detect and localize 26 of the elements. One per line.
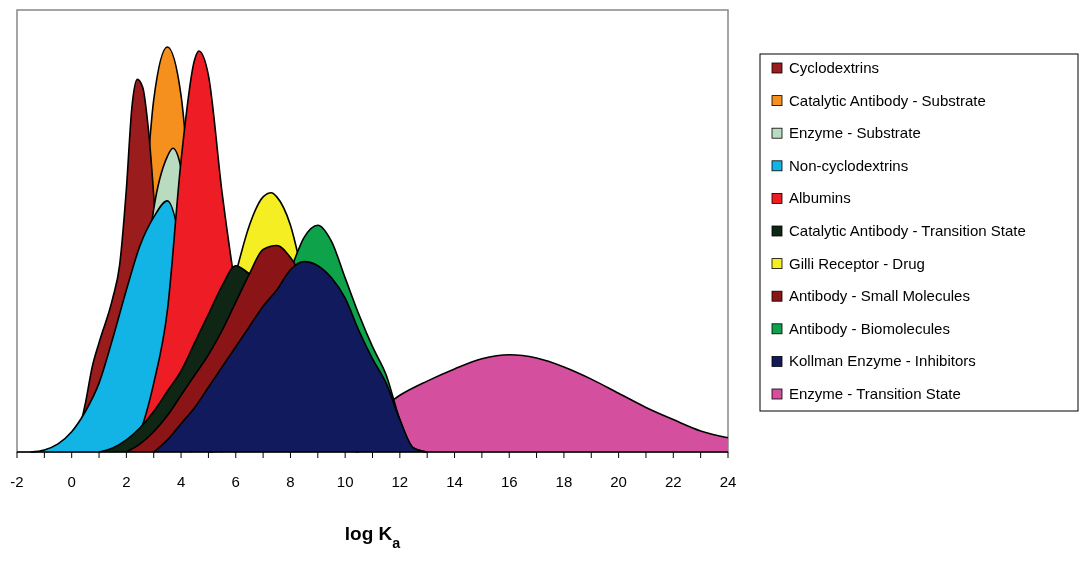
x-tick-label: 20 (610, 473, 627, 490)
x-tick-label: 16 (500, 473, 518, 490)
x-tick-label: 18 (555, 473, 573, 490)
legend-label: Gilli Receptor - Drug (789, 254, 925, 272)
legend-label: Cyclodextrins (789, 59, 880, 76)
legend-label: Antibody - Biomolecules (789, 319, 950, 337)
x-tick-label: 24 (719, 473, 737, 490)
x-tick-label: -2 (10, 473, 24, 490)
x-tick-label: 6 (231, 473, 240, 490)
x-tick-label: 10 (336, 473, 354, 490)
legend-label: Kollman Enzyme - Inhibitors (789, 352, 976, 370)
legend-label: Catalytic Antibody - Transition State (789, 222, 1026, 239)
x-tick-label: 2 (122, 473, 131, 490)
legend-label: Catalytic Antibody - Substrate (789, 91, 986, 109)
x-tick-label: 0 (67, 473, 76, 490)
legend-label: Antibody - Small Molecules (789, 287, 970, 305)
legend-label: Albumins (789, 189, 851, 207)
legend-label: Enzyme - Transition State (789, 385, 961, 402)
x-axis-title: log K$_{a}$ (344, 523, 402, 551)
x-tick-label: 8 (286, 473, 295, 490)
x-tick-label: 4 (176, 473, 186, 490)
x-tick-label: 12 (391, 473, 409, 490)
legend-label: Enzyme - Substrate (789, 124, 921, 142)
legend-label: Non-cyclodextrins (789, 156, 909, 174)
x-tick-label: 22 (664, 473, 682, 490)
x-tick-label: 14 (446, 473, 463, 490)
